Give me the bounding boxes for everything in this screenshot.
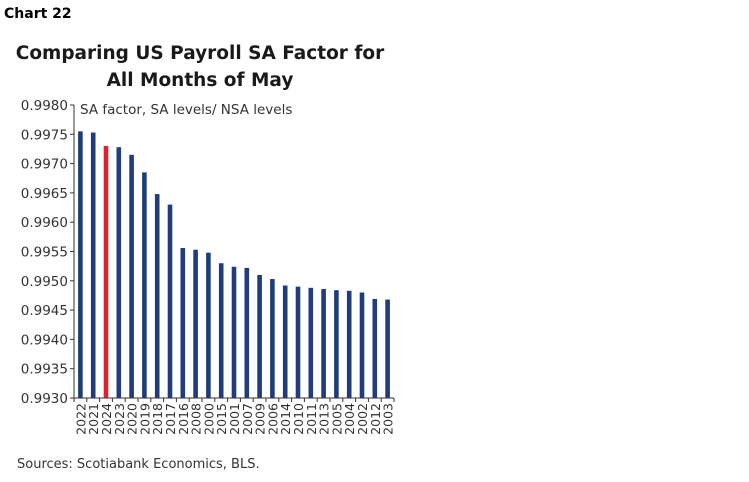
bar-2013: [321, 289, 326, 398]
bar-2000: [206, 252, 211, 398]
x-tick-label: 2014: [278, 403, 293, 435]
chart-title: Comparing US Payroll SA Factor for All M…: [0, 40, 400, 94]
x-tick-label: 2024: [99, 403, 114, 435]
x-tick-label: 2007: [240, 403, 255, 435]
x-tick-label: 2021: [86, 403, 101, 435]
bar-2005: [334, 290, 339, 398]
bar-2024: [103, 146, 109, 398]
chart-title-line-1: Comparing US Payroll SA Factor for: [15, 43, 385, 64]
x-tick-label: 2013: [317, 403, 332, 435]
bar-2010: [295, 286, 301, 398]
bar-2001: [231, 266, 237, 398]
bar-2014: [282, 285, 288, 398]
bar-2015: [218, 263, 224, 398]
bar-2019: [142, 172, 147, 398]
y-tick-label: 0.9945: [21, 303, 68, 319]
bar-2007: [244, 267, 250, 398]
y-tick-label: 0.9955: [21, 245, 68, 261]
bar-2017: [167, 204, 173, 398]
chart-number-label: Chart 22: [4, 6, 72, 22]
x-tick-label: 2011: [304, 403, 319, 435]
x-tick-label: 2002: [355, 403, 370, 435]
y-tick-label: 0.9965: [21, 186, 68, 202]
y-tick-label: 0.9980: [21, 98, 68, 114]
bar-2002: [359, 292, 365, 398]
y-tick-label: 0.9940: [21, 332, 68, 348]
x-tick-label: 2004: [342, 403, 357, 435]
x-tick-label: 2000: [201, 403, 216, 435]
x-tick-label: 2019: [137, 403, 152, 435]
bar-2006: [270, 279, 275, 398]
y-tick-label: 0.9930: [21, 391, 68, 407]
chart-title-line-2: All Months of May: [106, 70, 294, 91]
bar-2012: [372, 298, 378, 398]
bar-2016: [180, 247, 186, 398]
x-tick-label: 2006: [265, 403, 280, 435]
x-tick-label: 2015: [214, 403, 229, 435]
chart-annotation: SA factor, SA levels/ NSA levels: [80, 102, 292, 118]
x-tick-label: 2010: [291, 403, 306, 435]
x-tick-label: 2012: [368, 403, 383, 435]
x-tick-label: 2023: [112, 403, 127, 435]
bars: [78, 131, 390, 399]
y-tick-label: 0.9975: [21, 127, 68, 143]
x-axis: 2022202120242023202020192018201720162008…: [73, 397, 396, 435]
x-tick-label: 2020: [125, 403, 140, 435]
y-tick-label: 0.9960: [21, 215, 68, 231]
x-tick-label: 2009: [253, 403, 268, 435]
bar-2021: [90, 132, 96, 399]
bar-2004: [346, 290, 352, 398]
source-note: Sources: Scotiabank Economics, BLS.: [17, 457, 260, 472]
x-tick-label: 2017: [163, 403, 178, 435]
bar-2008: [193, 249, 198, 398]
y-axis: 0.9930 0.9935 0.9940 0.9945 0.9950 0.9955 0.99…: [21, 98, 75, 407]
x-tick-label: 2022: [73, 403, 88, 435]
x-tick-label: 2008: [189, 403, 204, 435]
bar-2003: [385, 299, 390, 398]
y-tick-label: 0.9950: [21, 274, 68, 290]
y-tick-label: 0.9970: [21, 157, 68, 173]
x-tick-label: 2016: [176, 403, 191, 435]
y-tick-label: 0.9935: [21, 362, 68, 378]
bar-2020: [129, 154, 134, 398]
x-tick-label: 2003: [381, 403, 396, 435]
bar-2009: [257, 274, 262, 398]
x-tick-label: 2001: [227, 403, 242, 435]
x-tick-label: 2018: [150, 403, 165, 435]
bar-2018: [154, 194, 160, 398]
bar-2022: [78, 131, 83, 398]
bar-2023: [116, 147, 122, 398]
x-tick-label: 2005: [329, 403, 344, 435]
bar-2011: [308, 287, 314, 398]
